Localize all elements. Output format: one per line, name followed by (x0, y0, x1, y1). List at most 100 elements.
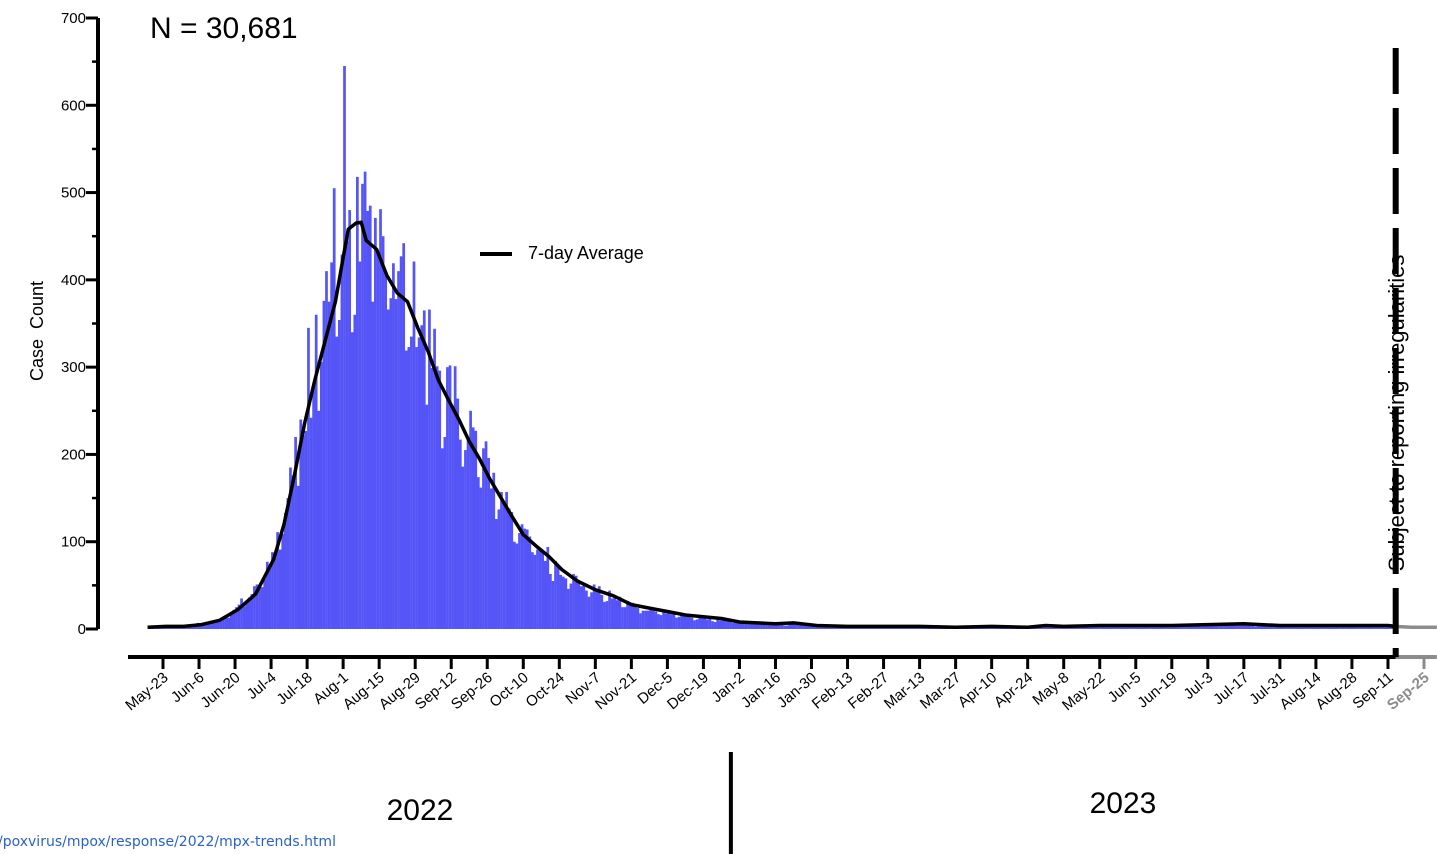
daily-case-bar (286, 498, 290, 629)
daily-case-bar (554, 560, 557, 629)
daily-case-bar (623, 607, 627, 629)
year-label-2023: 2023 (1090, 787, 1157, 820)
daily-case-bar (742, 621, 745, 629)
daily-case-bar (669, 614, 673, 629)
daily-case-bar (561, 576, 565, 629)
daily-case-bar (448, 365, 452, 629)
daily-case-bar (371, 301, 375, 629)
daily-case-bar (1040, 626, 1044, 629)
daily-case-bar (338, 320, 341, 629)
daily-case-bar (574, 575, 578, 629)
daily-case-bar (1146, 626, 1149, 629)
daily-case-bar (693, 620, 696, 629)
daily-case-bar (1230, 624, 1234, 629)
daily-case-bar (384, 274, 388, 629)
daily-case-bar (659, 615, 663, 629)
daily-case-bar (651, 610, 655, 629)
x-tick-label: Jul-4 (244, 669, 280, 703)
daily-case-bar (610, 598, 614, 629)
daily-case-bar (1261, 625, 1265, 629)
daily-case-bar (1043, 626, 1046, 629)
daily-case-bar (487, 457, 490, 629)
source-url-link[interactable]: /poxvirus/mpox/response/2022/mpx-trends.… (0, 834, 336, 850)
daily-case-bar (399, 256, 403, 629)
x-tick-label: Mar-27 (917, 669, 964, 713)
daily-case-bar (1254, 626, 1257, 629)
daily-case-bar (752, 622, 756, 629)
daily-case-bar (690, 617, 694, 629)
daily-case-bar (1259, 624, 1263, 629)
daily-case-bar (718, 620, 722, 629)
daily-case-bar (356, 176, 359, 630)
daily-case-bar (482, 448, 485, 629)
daily-case-bar (1292, 625, 1296, 629)
daily-case-bar (821, 626, 825, 629)
daily-case-bar (664, 613, 668, 629)
daily-case-bar (680, 613, 683, 629)
daily-case-bar (729, 622, 732, 629)
daily-case-bar (1333, 625, 1337, 629)
daily-case-bar (675, 617, 678, 629)
daily-case-bar (281, 533, 285, 629)
daily-case-bar (325, 271, 328, 629)
daily-case-bar (317, 410, 321, 629)
daily-case-bar (536, 549, 539, 629)
daily-case-bar (1156, 625, 1160, 629)
daily-case-bar (412, 261, 416, 629)
x-tick-label: Jan-16 (738, 669, 784, 712)
daily-case-bar (754, 622, 758, 629)
daily-case-bar (520, 524, 524, 629)
x-tick-label: Jul-3 (1181, 669, 1217, 703)
daily-case-bar (489, 488, 493, 629)
daily-case-bar (314, 314, 318, 629)
daily-case-bar (567, 588, 570, 629)
daily-case-bar (209, 623, 213, 629)
daily-case-bar (564, 578, 568, 629)
seven-day-average-line (147, 220, 1396, 630)
daily-case-bar (1287, 626, 1291, 629)
daily-case-bar (543, 560, 547, 629)
daily-case-bar (772, 622, 776, 629)
daily-case-bar (1249, 624, 1252, 629)
daily-case-bar (721, 618, 725, 629)
daily-case-bar (263, 579, 267, 629)
daily-case-bar (430, 368, 434, 629)
daily-case-bar (299, 419, 303, 629)
seven-day-average (147, 220, 1437, 630)
daily-case-bar (456, 398, 460, 629)
reporting-irregularities-label: Subject to reporting irregularities (1384, 255, 1409, 572)
daily-case-bar (600, 594, 604, 629)
daily-case-bar (1220, 625, 1224, 629)
daily-case-bar (1290, 626, 1293, 629)
daily-case-bar (265, 561, 269, 629)
daily-case-bar (582, 583, 586, 629)
daily-case-bar (1205, 624, 1208, 629)
daily-case-bar (649, 609, 653, 629)
x-tick-label: Sep-25 (1384, 669, 1433, 714)
daily-case-bar (1189, 624, 1193, 629)
daily-case-bar (466, 439, 470, 629)
daily-case-bar (1256, 624, 1260, 629)
daily-case-bar (1218, 625, 1221, 629)
daily-case-bar (294, 436, 297, 629)
daily-case-bar (296, 485, 300, 629)
daily-case-bar (422, 310, 426, 629)
daily-case-bar (533, 554, 537, 629)
daily-case-bar (217, 619, 220, 629)
daily-case-bar (590, 592, 593, 629)
daily-case-bar (1331, 626, 1335, 629)
daily-case-bar (1125, 626, 1129, 629)
daily-case-bar (1048, 626, 1051, 629)
daily-case-bar (392, 263, 395, 629)
daily-case-bar (572, 574, 575, 629)
daily-case-bar (783, 625, 786, 629)
daily-case-bar (1305, 626, 1309, 629)
daily-case-bar (1094, 626, 1098, 629)
daily-case-bar (206, 623, 210, 629)
daily-case-bar (790, 623, 794, 629)
daily-case-bar (703, 616, 707, 629)
daily-case-bar (374, 217, 377, 629)
daily-case-bar (585, 590, 588, 629)
daily-case-bar (312, 387, 315, 629)
daily-case-bar (788, 623, 792, 629)
